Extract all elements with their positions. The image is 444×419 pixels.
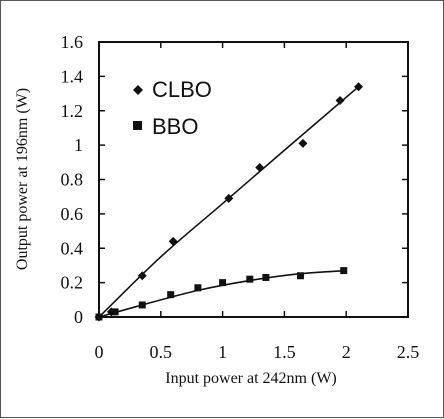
x-tick-label: 1.5 [273, 342, 296, 362]
data-point-bbo [246, 275, 254, 283]
y-tick-label: 0.4 [61, 238, 84, 258]
data-point-clbo [168, 236, 178, 246]
data-point-clbo [224, 193, 234, 203]
data-point-bbo [340, 267, 348, 275]
x-tick-label: 1 [218, 342, 227, 362]
y-tick-label: 0.6 [61, 204, 84, 224]
legend-bbo-label: BBO [152, 114, 198, 139]
data-point-bbo [95, 313, 103, 321]
x-tick-label: 0 [95, 342, 104, 362]
y-tick-label: 0.2 [61, 273, 84, 293]
y-axis-title: Output power at 196nm (W) [14, 88, 31, 270]
y-tick-label: 1.4 [61, 66, 84, 86]
data-point-bbo [167, 291, 175, 299]
x-tick-label: 2 [342, 342, 351, 362]
data-point-bbo [262, 273, 270, 281]
data-point-bbo [194, 284, 202, 292]
data-point-clbo [255, 162, 265, 172]
x-tick-label: 2.5 [397, 342, 420, 362]
y-tick-label: 1 [74, 135, 83, 155]
y-tick-label: 1.2 [61, 101, 84, 121]
data-point-clbo [137, 271, 147, 281]
y-tick-label: 0.8 [61, 170, 84, 190]
data-point-clbo [335, 95, 345, 105]
data-points-layer [94, 82, 364, 322]
legend: CLBO BBO [133, 77, 212, 139]
data-point-bbo [111, 308, 119, 316]
x-axis-title: Input power at 242nm (W) [165, 370, 337, 387]
x-tick-label: 0.5 [150, 342, 173, 362]
y-tick-label: 1.6 [61, 32, 84, 52]
data-point-bbo [138, 301, 146, 309]
legend-clbo-marker [133, 85, 143, 95]
data-point-clbo [354, 82, 364, 92]
legend-clbo-label: CLBO [152, 77, 212, 102]
data-point-bbo [296, 272, 304, 280]
legend-bbo-marker [133, 121, 142, 130]
data-point-bbo [219, 279, 227, 287]
data-point-clbo [298, 138, 308, 148]
y-tick-label: 0 [74, 307, 83, 327]
